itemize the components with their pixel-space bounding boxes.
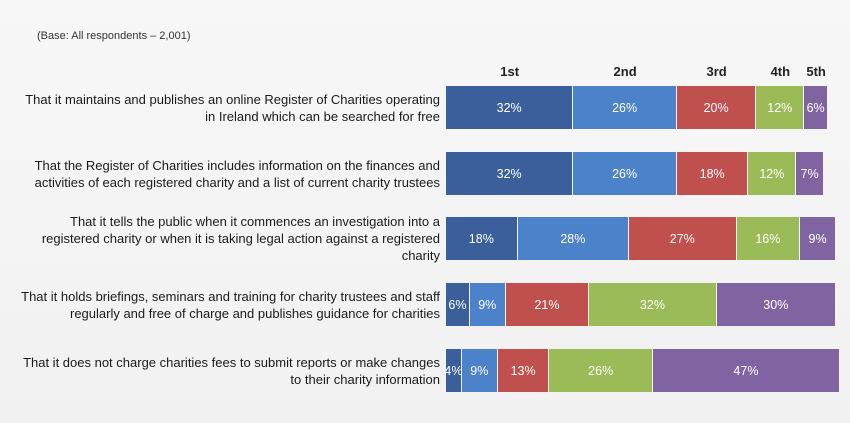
data-label: 16% [755,231,781,246]
category-label: That the Register of Charities includes … [0,157,440,191]
category-label-line: charity [401,248,440,263]
bar-segment-2nd: 9% [469,283,506,326]
category-label-line: That it tells the public when it commenc… [70,214,440,229]
bar-segment-4th: 16% [736,217,801,260]
category-label-line: regularly and free of charge and publish… [69,305,440,321]
data-label: 7% [800,166,819,181]
category-label-line: That it holds briefings, seminars and tr… [21,288,440,304]
data-label: 28% [560,231,586,246]
data-label: 32% [496,166,522,181]
category-label: That it tells the public when it commenc… [0,213,440,264]
category-label: That it holds briefings, seminars and tr… [0,288,440,322]
data-label: 32% [496,100,522,115]
data-label: 21% [534,297,560,312]
category-label-line: That it does not charge charities fees t… [23,354,440,370]
bar-segment-3rd: 18% [676,152,749,195]
data-label: 13% [510,363,536,378]
category-label-line: That the Register of Charities includes … [34,157,440,173]
category-label: That it maintains and publishes an onlin… [0,91,440,125]
bar-segment-1st: 4% [446,349,462,392]
data-label: 9% [470,363,489,378]
bar-segment-4th: 12% [756,86,805,129]
bar-segment-2nd: 28% [517,217,630,260]
data-label: 30% [763,297,789,312]
data-label: 26% [612,166,638,181]
data-label: 4% [446,363,462,378]
column-header-1st: 1st [500,64,520,79]
data-label: 26% [612,100,638,115]
category-label-line: to their charity information [290,371,440,387]
bar-segment-1st: 32% [446,152,574,195]
bar-segment-4th: 12% [748,152,797,195]
data-label: 6% [448,297,467,312]
bar-segment-1st: 18% [446,217,518,260]
bar-segment-1st: 6% [446,283,470,326]
bar-segment-4th: 32% [589,283,717,326]
category-label-line: registered charity or when it is taking … [41,231,440,246]
data-label: 9% [478,297,497,312]
column-header-2nd: 2nd [613,64,637,79]
bar-segment-3rd: 20% [676,86,757,129]
data-label: 12% [767,100,793,115]
data-label: 32% [639,297,665,312]
bar-segment-3rd: 21% [505,283,590,326]
data-label: 27% [669,231,695,246]
data-label: 12% [759,166,785,181]
data-label: 47% [733,363,759,378]
bar-row: 32% 26% 20% 12% 6% [446,86,844,129]
bar-segment-5th: 7% [796,152,825,195]
bar-segment-5th: 47% [652,349,840,392]
bar-segment-5th: 6% [804,86,829,129]
bar-segment-3rd: 27% [629,217,737,260]
category-label-line: activities of each registered charity an… [34,174,440,190]
category-label-line: That it maintains and publishes an onlin… [25,91,440,107]
data-label: 18% [468,231,494,246]
bar-row: 32% 26% 18% 12% 7% [446,152,844,195]
data-label: 20% [703,100,729,115]
data-label: 26% [588,363,614,378]
base-note: (Base: All respondents – 2,001) [37,30,191,42]
bar-segment-4th: 26% [549,349,653,392]
bar-row: 18% 28% 27% 16% 9% [446,217,844,260]
category-label-line: in Ireland which can be searched for fre… [205,108,440,124]
column-header-5th: 5th [806,64,826,79]
bar-segment-5th: 9% [800,217,836,260]
column-header-3rd: 3rd [706,64,727,79]
bar-segment-2nd: 26% [573,86,677,129]
bar-segment-5th: 30% [716,283,837,326]
data-label: 9% [808,231,827,246]
bar-segment-2nd: 9% [461,349,498,392]
category-label: That it does not charge charities fees t… [0,354,440,388]
bar-segment-1st: 32% [446,86,574,129]
data-label: 6% [806,100,825,115]
bar-segment-3rd: 13% [497,349,550,392]
column-header-4th: 4th [770,64,791,79]
data-label: 18% [699,166,725,181]
bar-segment-2nd: 26% [573,152,677,195]
bar-row: 4% 9% 13% 26% 47% [446,349,844,392]
bar-row: 6% 9% 21% 32% 30% [446,283,844,326]
